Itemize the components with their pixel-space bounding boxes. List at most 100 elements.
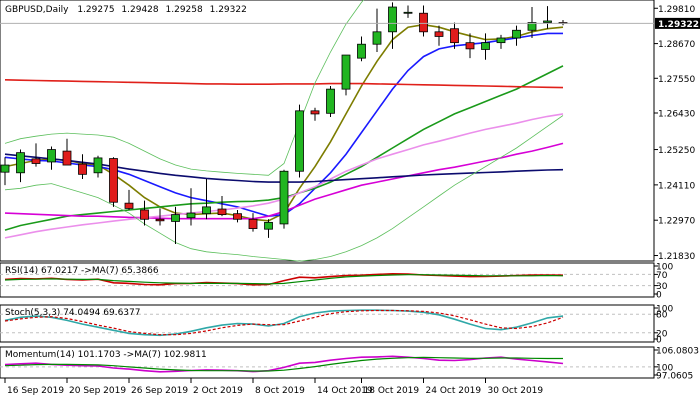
candle-body-bull (202, 206, 211, 215)
current-price-label: 1.29322 (658, 20, 699, 30)
ohlc-high: 1.29428 (121, 5, 158, 15)
candle (171, 206, 180, 245)
candle (341, 54, 351, 96)
candle (388, 2, 397, 49)
y-tick-label: 1.24110 (658, 181, 695, 191)
candle (326, 86, 335, 118)
candle (124, 189, 134, 210)
ma-line-8 (4, 115, 564, 262)
candle (264, 219, 273, 238)
candle (279, 169, 289, 229)
candle-body-bear (450, 28, 459, 44)
x-tick-label: 2 Oct 2019 (193, 386, 243, 396)
candle (155, 208, 165, 226)
candle-body-bear (62, 150, 72, 166)
candle-body-bear (124, 202, 134, 209)
candle (47, 146, 56, 170)
ma-line-6 (4, 79, 564, 89)
current-price-marker: 1.29322 (655, 17, 700, 30)
candle (481, 33, 490, 60)
indicator-frame (0, 346, 655, 379)
candle-body-bull (543, 20, 552, 23)
candle-body-bear (78, 163, 87, 175)
x-tick-label: 26 Sep 2019 (131, 386, 188, 396)
candle-body-bull (341, 54, 351, 90)
candle (496, 34, 506, 49)
candle (248, 213, 258, 232)
current-price-box (655, 17, 700, 29)
candle-body-bull (93, 157, 103, 174)
indicator-tick-label: 0 (656, 336, 662, 346)
candle-body-bull (279, 170, 289, 225)
y-tick-label: 1.21830 (658, 252, 695, 262)
indicator-label: Stoch(5,3,3) 74.0494 69.6377 (5, 308, 140, 318)
candle (109, 157, 118, 207)
candle (512, 25, 521, 46)
candle (217, 196, 227, 217)
chart-header: GBPUSD,Daily 1.29275 1.29428 1.29258 1.2… (5, 5, 247, 15)
candle-body-bull (16, 152, 25, 174)
candle (0, 157, 10, 186)
candle-body-bear (217, 208, 227, 216)
x-tick-label: 14 Oct 2019 (317, 386, 373, 396)
indicator-label: RSI(14) 67.0217 ->MA(7) 65.3866 (5, 266, 159, 276)
ohlc-close: 1.29322 (210, 5, 247, 15)
candle (78, 154, 87, 179)
indicator-line-1 (4, 309, 564, 336)
candle-body-bull (527, 22, 537, 31)
candle-body-bear (109, 158, 118, 203)
y-tick-label: 1.25250 (658, 146, 695, 156)
indicator-label: Momentum(14) 101.1703 ->MA(7) 102.9811 (5, 350, 207, 360)
price-panel: 1.29810 1.28670 1.27550 1.26430 1.25250 1.241… (0, 0, 700, 262)
candle-body-bull (403, 11, 413, 14)
candle (372, 8, 382, 52)
candle (140, 200, 149, 226)
candle (419, 5, 428, 37)
candle-body-bull (0, 164, 10, 173)
indicator-line-1 (4, 356, 563, 372)
indicator-line-0 (4, 355, 564, 373)
candle-body-bull (264, 221, 273, 230)
indicator-tick-label: 100 (656, 305, 673, 315)
candle-body-bull (186, 212, 196, 219)
x-tick-label: 20 Sep 2019 (69, 386, 126, 396)
candle (357, 36, 366, 62)
y-tick-label: 1.22970 (658, 217, 695, 227)
candle (450, 22, 459, 49)
indicator-tick-label: 106.0803 (656, 347, 699, 357)
candle (16, 149, 25, 183)
indicator-tick-label: 30 (656, 282, 668, 292)
price-panel-frame (0, 0, 655, 262)
candle (233, 209, 242, 223)
indicator-tick-label: 80 (656, 311, 668, 321)
candle (310, 107, 320, 121)
y-tick-label: 1.29810 (658, 5, 695, 15)
x-tick-label: 18 Oct 2019 (364, 386, 420, 396)
candle-body-bull (47, 149, 56, 163)
candle (31, 143, 41, 167)
ohlc-low: 1.29258 (166, 5, 203, 15)
candle (403, 5, 413, 18)
candle-body-bear (155, 218, 165, 222)
indicator-line-1 (4, 274, 564, 285)
y-tick-label: 1.28670 (658, 40, 695, 50)
candle-body-bull (372, 31, 382, 45)
ma-line-7 (4, 0, 365, 176)
candle-body-bear (310, 110, 320, 115)
candle (543, 6, 552, 29)
x-tick-label: 30 Oct 2019 (488, 386, 544, 396)
candle-body-bull (512, 29, 521, 39)
candle (295, 104, 304, 178)
indicator-tick-label: 0 (656, 291, 662, 301)
instrument-label: GBPUSD,Daily (5, 5, 69, 15)
candle-body-bull (357, 43, 366, 59)
candle (465, 33, 475, 59)
candle-body-bull (388, 6, 397, 33)
candle-body-bull (481, 42, 490, 50)
y-tick-label: 1.27550 (658, 75, 695, 85)
candle-body-bull (326, 88, 335, 114)
